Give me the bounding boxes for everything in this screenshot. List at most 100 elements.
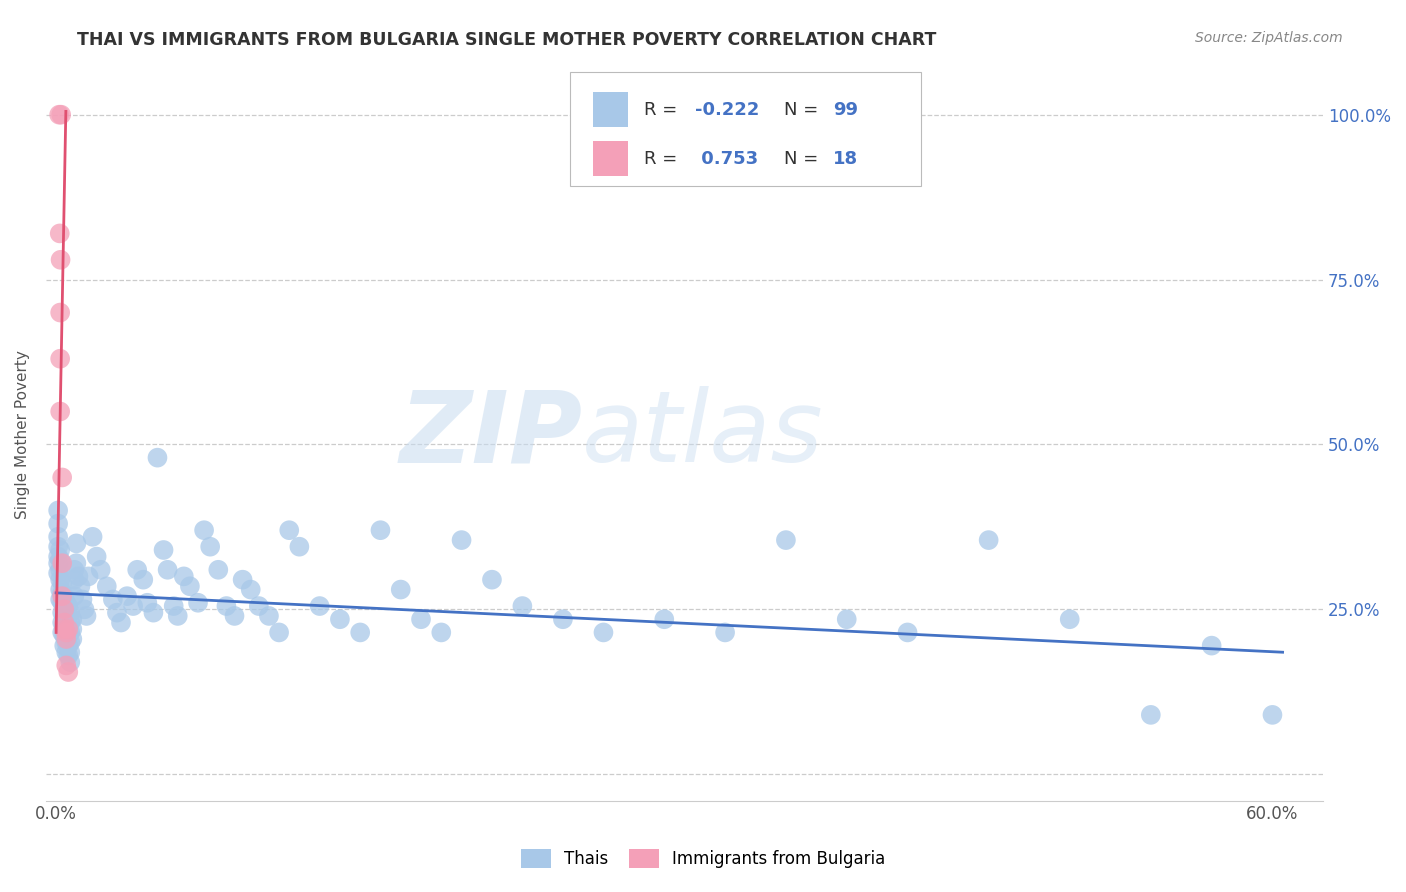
Point (49, 543, 72, 558)
Legend: Thais, Immigrants from Bulgaria: Thais, Immigrants from Bulgaria (515, 842, 891, 875)
Point (49, 563, 72, 577)
Point (59, 625, 82, 640)
Point (58, 629, 80, 643)
Point (46, 503, 69, 517)
Point (59, 655, 82, 669)
Point (136, 596, 159, 610)
Point (58, 619, 80, 633)
Point (115, 589, 138, 603)
Point (288, 540, 311, 554)
Point (51, 470, 73, 484)
Point (101, 592, 124, 607)
Point (55, 596, 77, 610)
Point (51, 589, 73, 603)
Text: 18: 18 (832, 150, 858, 168)
Point (512, 599, 534, 613)
Text: Source: ZipAtlas.com: Source: ZipAtlas.com (1195, 31, 1343, 45)
Point (59, 635, 82, 649)
Point (72, 592, 94, 607)
Point (46, 556, 69, 570)
Point (835, 612, 858, 626)
Point (142, 606, 165, 620)
Point (977, 533, 1000, 547)
Point (65, 536, 87, 550)
Point (257, 609, 280, 624)
Point (51, 615, 73, 630)
Point (58, 609, 80, 624)
Point (198, 540, 221, 554)
Text: R =: R = (644, 101, 683, 119)
Text: THAI VS IMMIGRANTS FROM BULGARIA SINGLE MOTHER POVERTY CORRELATION CHART: THAI VS IMMIGRANTS FROM BULGARIA SINGLE … (77, 31, 936, 49)
Point (1059, 612, 1081, 626)
Point (450, 533, 472, 547)
Y-axis label: Single Mother Poverty: Single Mother Poverty (15, 351, 30, 519)
Point (51, 596, 73, 610)
Point (1201, 639, 1223, 653)
Point (59, 645, 82, 659)
Point (173, 569, 195, 583)
Text: ZIP: ZIP (399, 386, 582, 483)
Point (53, 602, 76, 616)
Point (51, 556, 73, 570)
Point (193, 523, 215, 537)
Point (53, 615, 76, 630)
Point (55, 625, 77, 640)
Point (73, 602, 96, 616)
Point (60, 622, 83, 636)
Point (179, 579, 201, 593)
Text: N =: N = (785, 101, 824, 119)
Point (53, 609, 76, 624)
Point (51, 576, 73, 591)
Point (53, 599, 76, 613)
Point (652, 612, 675, 626)
FancyBboxPatch shape (592, 141, 628, 177)
Point (481, 573, 503, 587)
Point (122, 599, 145, 613)
Point (110, 615, 132, 630)
Point (53, 622, 76, 636)
Point (46, 516, 69, 531)
Point (1140, 707, 1163, 722)
Point (389, 582, 412, 597)
Point (46, 566, 69, 580)
Point (132, 573, 155, 587)
Point (370, 523, 392, 537)
Point (166, 609, 188, 624)
Text: atlas: atlas (582, 386, 824, 483)
Point (187, 596, 209, 610)
Point (49, 592, 72, 607)
Text: 0.753: 0.753 (695, 150, 758, 168)
Point (152, 543, 174, 558)
Point (69, 579, 91, 593)
Point (215, 599, 238, 613)
Point (53, 639, 76, 653)
Point (224, 609, 246, 624)
Point (349, 625, 371, 640)
Point (51, 606, 73, 620)
Point (49, 553, 72, 567)
Point (409, 612, 432, 626)
Point (53, 589, 76, 603)
Point (59, 606, 82, 620)
Point (775, 533, 797, 547)
Point (247, 599, 270, 613)
Point (48, 108, 70, 122)
Point (55, 606, 77, 620)
Point (90, 563, 112, 577)
Point (49, 573, 72, 587)
Point (714, 625, 737, 640)
Point (46, 530, 69, 544)
Point (67, 569, 90, 583)
Point (51, 625, 73, 640)
Point (49, 227, 72, 241)
Point (278, 523, 301, 537)
Point (163, 599, 186, 613)
Point (63, 563, 86, 577)
Point (65, 556, 87, 570)
Point (207, 563, 229, 577)
Point (269, 625, 291, 640)
Point (58, 639, 80, 653)
FancyBboxPatch shape (592, 92, 628, 128)
Point (551, 612, 574, 626)
Point (77, 569, 100, 583)
